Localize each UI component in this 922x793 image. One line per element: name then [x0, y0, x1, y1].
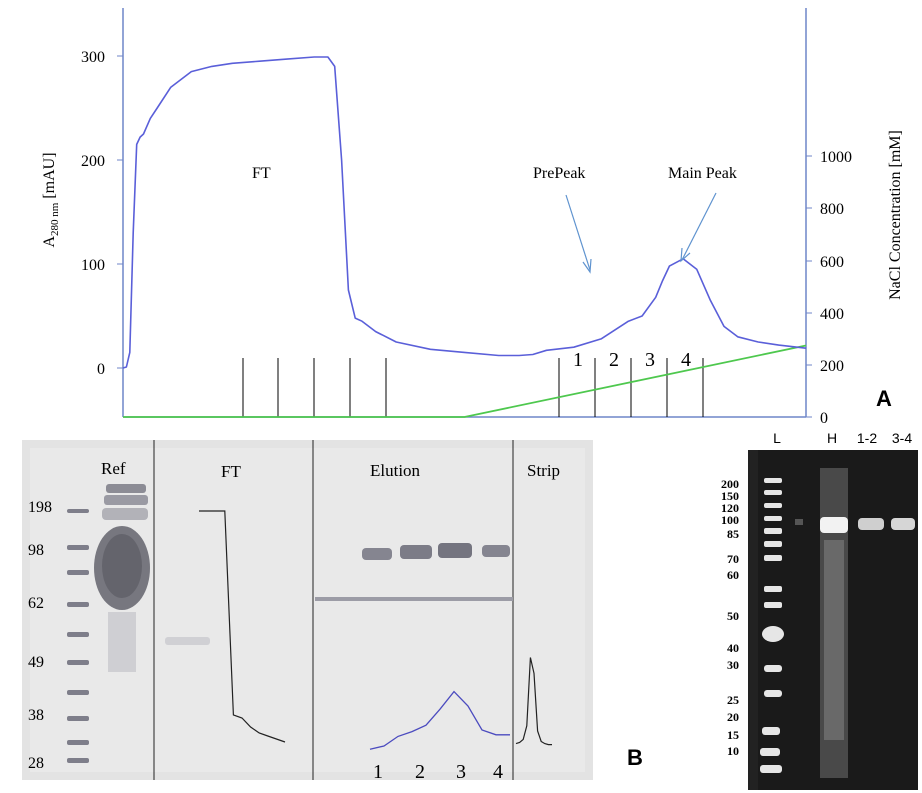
lane-header: Ref	[101, 459, 126, 478]
right-tick-label: 600	[820, 254, 844, 271]
right-tick-label: 1000	[820, 149, 852, 166]
elution-mini-trace	[369, 690, 510, 750]
gel-c-ladder-label: 200	[721, 477, 739, 491]
gel-c-ladder-bands	[760, 478, 784, 773]
panel-a-letter: A	[876, 386, 892, 411]
panel-a: 300 200 100 0 0 200 400 600 800 1000 A28…	[41, 8, 904, 427]
absorbance-line	[122, 56, 807, 369]
right-axis-title: NaCl Concentration [mM]	[887, 130, 904, 300]
gel-c-ladder-label: 85	[727, 527, 739, 541]
fraction-12-band	[858, 518, 884, 530]
lane-header: Strip	[527, 461, 560, 480]
gel-c-header: 1-2	[857, 430, 877, 446]
fraction-label: 1	[573, 349, 583, 371]
arrow-main-peak	[681, 192, 717, 261]
strip-mini-trace	[515, 657, 552, 746]
elution-bands	[315, 543, 513, 601]
ladder-label: 98	[28, 542, 44, 559]
left-axis-title: A280 nm [mAU]	[41, 152, 61, 247]
gel-c-ladder-label: 120	[721, 501, 739, 515]
annotation-main-peak: Main Peak	[668, 165, 737, 182]
left-tick-label: 0	[97, 361, 105, 378]
arrow-prepeak	[565, 194, 591, 271]
panel-b: 198 98 62 49 38 28 Ref	[22, 440, 643, 783]
elution-fraction-markers	[558, 358, 704, 417]
elution-fraction-label: 4	[493, 761, 503, 783]
elution-fraction-label: 2	[415, 761, 425, 783]
gel-c-ladder-label: 30	[727, 658, 739, 672]
gel-c-ladder-label: 100	[721, 513, 739, 527]
ft-faint-band	[165, 637, 210, 645]
fraction-34-band	[891, 518, 915, 530]
panel-b-letter: B	[627, 745, 643, 770]
gel-c-ladder-label: 50	[727, 609, 739, 623]
h-lane-main-band	[820, 517, 848, 533]
gel-c-header: 3-4	[892, 430, 912, 446]
ft-mini-trace	[199, 510, 286, 743]
gel-c-ladder-label: 10	[727, 744, 739, 758]
right-tick-label: 800	[820, 201, 844, 218]
ladder-label: 62	[28, 595, 44, 612]
fraction-label: 2	[609, 349, 619, 371]
annotation-ft: FT	[252, 165, 271, 182]
right-tick-label: 400	[820, 306, 844, 323]
salt-gradient-line	[123, 344, 807, 418]
left-tick-label: 300	[81, 49, 105, 66]
left-tick-label: 100	[81, 257, 105, 274]
ladder-label: 198	[28, 499, 52, 516]
right-tick-label: 0	[820, 410, 828, 427]
ref-lane-bands	[94, 484, 150, 672]
ft-fraction-markers	[242, 358, 387, 417]
ladder-bands	[67, 509, 89, 763]
fraction-label: 3	[645, 349, 655, 371]
elution-fraction-label: 3	[456, 761, 466, 783]
arrow-head-icon	[582, 258, 592, 274]
fraction-label: 4	[681, 349, 691, 371]
gel-c-ladder-label: 20	[727, 710, 739, 724]
lane-header: FT	[221, 462, 241, 481]
right-tick-label: 200	[820, 358, 844, 375]
gel-c-ladder-label: 40	[727, 641, 739, 655]
ladder-label: 28	[28, 755, 44, 772]
gel-c-header: H	[827, 430, 837, 446]
panel-c: L H 1-2 3-4	[721, 430, 918, 790]
elution-fraction-label: 1	[373, 761, 383, 783]
ladder-label: 38	[28, 707, 44, 724]
gel-c-ladder-label: 15	[727, 728, 739, 742]
arrow-head-icon	[680, 247, 691, 263]
gel-c-ladder-label: 60	[727, 568, 739, 582]
gel-c-ladder-label: 70	[727, 552, 739, 566]
ladder-label: 49	[28, 654, 44, 671]
left-tick-label: 200	[81, 153, 105, 170]
annotation-prepeak: PrePeak	[533, 165, 585, 182]
lane-header: Elution	[370, 461, 421, 480]
gel-c-ladder-label: 25	[727, 693, 739, 707]
gel-c-header: L	[773, 430, 781, 446]
gel-c-ladder-label: 150	[721, 489, 739, 503]
